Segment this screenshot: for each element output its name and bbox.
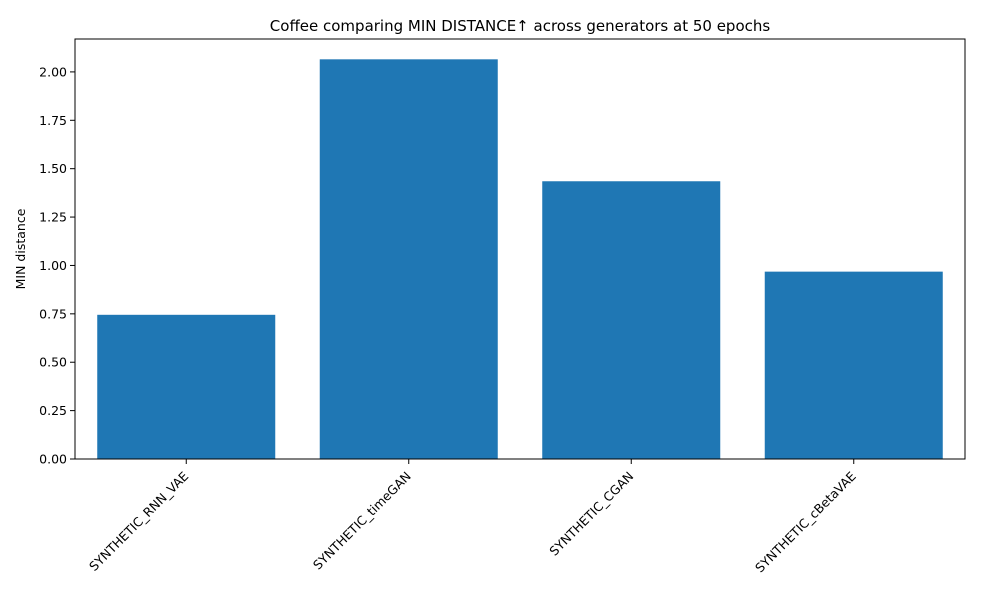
- y-tick-label: 0.50: [39, 355, 67, 370]
- y-tick-label: 1.75: [39, 113, 67, 128]
- y-tick-label: 2.00: [39, 64, 67, 79]
- bar-synthetic-cgan: [542, 181, 721, 460]
- y-tick-label: 0.25: [39, 403, 67, 418]
- y-axis-label: MIN distance: [13, 208, 28, 289]
- x-tick-label: SYNTHETIC_timeGAN: [310, 469, 414, 573]
- y-tick-label: 0.75: [39, 306, 67, 321]
- y-tick-label: 1.00: [39, 258, 67, 273]
- bar-synthetic-rnn-vae: [97, 314, 276, 459]
- y-tick-label: 0.00: [39, 452, 67, 467]
- chart-title: Coffee comparing MIN DISTANCE↑ across ge…: [270, 17, 771, 35]
- y-tick-label: 1.50: [39, 161, 67, 176]
- plot-frame: [74, 38, 966, 460]
- bars-group: [97, 59, 943, 460]
- y-axis-ticks: 0.00 0.25 0.50 0.75 1.00 1.25 1.50 1.75 2.00: [39, 64, 75, 467]
- y-tick-label: 1.25: [39, 210, 67, 225]
- x-tick-label: SYNTHETIC_cBetaVAE: [752, 468, 859, 575]
- bar-synthetic-cbetavae: [764, 271, 943, 459]
- x-tick-label: SYNTHETIC_RNN_VAE: [86, 468, 191, 573]
- x-axis-ticks: SYNTHETIC_RNN_VAE SYNTHETIC_timeGAN SYNTHE…: [86, 459, 859, 575]
- x-tick-label: SYNTHETIC_CGAN: [546, 469, 636, 559]
- bar-synthetic-timegan: [319, 59, 498, 460]
